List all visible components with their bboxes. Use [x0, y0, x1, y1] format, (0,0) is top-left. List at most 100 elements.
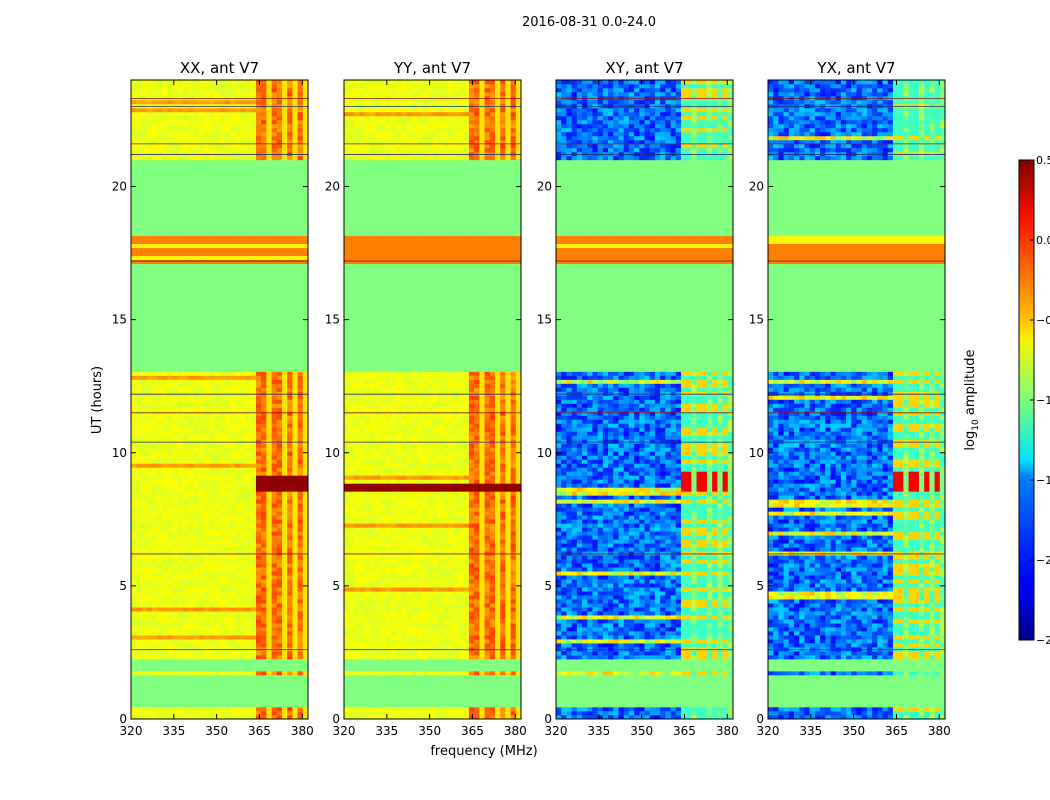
heatmap-cell	[235, 396, 241, 400]
heatmap-cell	[303, 196, 309, 200]
heatmap-cell	[230, 240, 236, 244]
heatmap-cell	[167, 232, 173, 236]
heatmap-cell	[209, 144, 215, 148]
heatmap-cell	[193, 168, 199, 172]
heatmap-cell	[230, 539, 236, 543]
heatmap-cell	[152, 392, 158, 396]
heatmap-cell	[230, 619, 236, 623]
heatmap-cell	[298, 248, 304, 252]
heatmap-cell	[183, 563, 189, 567]
heatmap-cell	[193, 699, 199, 703]
heatmap-cell	[147, 403, 153, 407]
heatmap-cell	[230, 579, 236, 583]
heatmap-cell	[152, 519, 158, 523]
heatmap-cell	[214, 236, 220, 240]
heatmap-cell	[220, 551, 226, 555]
heatmap-cell	[157, 571, 163, 575]
heatmap-cell	[240, 148, 246, 152]
heatmap-cell	[256, 212, 262, 216]
heatmap-cell	[246, 411, 252, 415]
heatmap-cell	[214, 232, 220, 236]
heatmap-cell	[298, 308, 304, 312]
heatmap-cell	[266, 400, 272, 404]
heatmap-cell	[162, 539, 168, 543]
heatmap-cell	[147, 376, 153, 380]
heatmap-cell	[147, 691, 153, 695]
heatmap-cell	[162, 491, 168, 495]
heatmap-cell	[136, 699, 142, 703]
heatmap-cell	[235, 487, 241, 491]
heatmap-cell	[183, 567, 189, 571]
heatmap-cell	[256, 699, 262, 703]
heatmap-cell	[272, 148, 278, 152]
heatmap-cell	[240, 232, 246, 236]
heatmap-cell	[162, 352, 168, 356]
heatmap-cell	[277, 619, 283, 623]
heatmap-cell	[277, 268, 283, 272]
heatmap-cell	[193, 320, 199, 324]
heatmap-cell	[251, 280, 257, 284]
heatmap-cell	[246, 543, 252, 547]
heatmap-cell	[272, 340, 278, 344]
heatmap-cell	[230, 587, 236, 591]
heatmap-cell	[209, 264, 215, 268]
heatmap-cell	[303, 407, 309, 411]
heatmap-cell	[261, 619, 267, 623]
heatmap-cell	[261, 455, 267, 459]
heatmap-cell	[152, 348, 158, 352]
heatmap-cell	[298, 683, 304, 687]
heatmap-cell	[282, 244, 288, 248]
heatmap-cell	[147, 216, 153, 220]
heatmap-cell	[256, 631, 262, 635]
heatmap-cell	[199, 372, 205, 376]
heatmap-cell	[303, 703, 309, 707]
heatmap-cell	[272, 300, 278, 304]
heatmap-cell	[230, 324, 236, 328]
heatmap-cell	[193, 411, 199, 415]
heatmap-cell	[131, 300, 137, 304]
heatmap-cell	[178, 439, 184, 443]
heatmap-cell	[147, 599, 153, 603]
heatmap-cell	[261, 396, 267, 400]
heatmap-cell	[152, 388, 158, 392]
heatmap-cell	[209, 160, 215, 164]
heatmap-cell	[152, 344, 158, 348]
heatmap-cell	[131, 579, 137, 583]
heatmap-cell	[199, 539, 205, 543]
heatmap-cell	[261, 675, 267, 679]
heatmap-cell	[131, 487, 137, 491]
heatmap-cell	[251, 591, 257, 595]
heatmap-cell	[141, 160, 147, 164]
heatmap-cell	[188, 176, 194, 180]
heatmap-cell	[131, 232, 137, 236]
heatmap-cell	[256, 527, 262, 531]
heatmap-cell	[251, 164, 257, 168]
heatmap-cell	[292, 619, 298, 623]
heatmap-cell	[303, 252, 309, 256]
heatmap-cell	[204, 280, 210, 284]
heatmap-cell	[287, 539, 293, 543]
heatmap-cell	[152, 651, 158, 655]
heatmap-cell	[214, 276, 220, 280]
heatmap-cell	[178, 196, 184, 200]
heatmap-cell	[141, 423, 147, 427]
heatmap-cell	[261, 431, 267, 435]
heatmap-cell	[292, 647, 298, 651]
heatmap-cell	[287, 459, 293, 463]
heatmap-cell	[220, 388, 226, 392]
heatmap-cell	[183, 499, 189, 503]
heatmap-cell	[246, 372, 252, 376]
heatmap-cell	[157, 487, 163, 491]
heatmap-cell	[261, 372, 267, 376]
heatmap-cell	[157, 411, 163, 415]
heatmap-cell	[220, 595, 226, 599]
heatmap-cell	[188, 675, 194, 679]
heatmap-cell	[199, 360, 205, 364]
heatmap-cell	[272, 439, 278, 443]
heatmap-cell	[282, 479, 288, 483]
heatmap-cell	[246, 611, 252, 615]
heatmap-cell	[136, 599, 142, 603]
heatmap-cell	[225, 152, 231, 156]
heatmap-cell	[256, 392, 262, 396]
heatmap-cell	[147, 224, 153, 228]
